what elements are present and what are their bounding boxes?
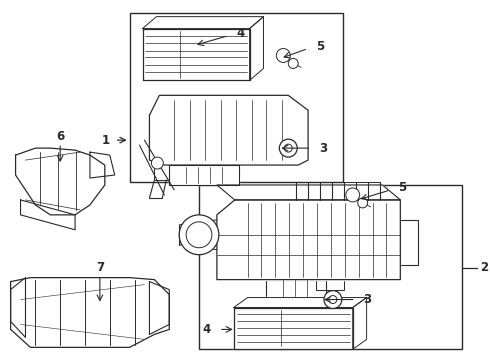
- Circle shape: [279, 139, 297, 157]
- Text: 3: 3: [364, 293, 372, 306]
- Polygon shape: [90, 152, 115, 178]
- Circle shape: [276, 49, 290, 62]
- Polygon shape: [234, 307, 353, 349]
- Polygon shape: [149, 282, 169, 334]
- Polygon shape: [16, 148, 105, 215]
- Polygon shape: [21, 200, 75, 230]
- Polygon shape: [234, 298, 367, 307]
- Text: 2: 2: [480, 261, 488, 274]
- Circle shape: [186, 222, 212, 248]
- Bar: [316, 275, 344, 289]
- Circle shape: [329, 296, 337, 303]
- Circle shape: [324, 291, 342, 309]
- Polygon shape: [217, 200, 400, 280]
- Polygon shape: [149, 95, 308, 165]
- Circle shape: [151, 157, 163, 169]
- Bar: [400, 220, 418, 265]
- Text: 5: 5: [398, 181, 407, 194]
- Text: 6: 6: [56, 130, 64, 143]
- Text: 3: 3: [319, 141, 327, 155]
- Bar: [169, 165, 234, 185]
- Text: 4: 4: [203, 323, 211, 336]
- Bar: [199, 185, 462, 349]
- Circle shape: [288, 58, 298, 68]
- Polygon shape: [217, 185, 400, 200]
- Circle shape: [358, 198, 368, 208]
- Bar: [267, 280, 326, 298]
- Polygon shape: [143, 28, 249, 80]
- Circle shape: [346, 188, 360, 202]
- Bar: [130, 13, 343, 182]
- Polygon shape: [11, 278, 169, 347]
- Polygon shape: [11, 278, 25, 337]
- Text: 1: 1: [101, 134, 110, 147]
- Circle shape: [284, 144, 292, 152]
- Polygon shape: [353, 298, 367, 349]
- Bar: [154, 160, 174, 180]
- Text: 5: 5: [316, 40, 324, 53]
- Text: 7: 7: [96, 261, 104, 274]
- Polygon shape: [249, 17, 264, 80]
- Polygon shape: [143, 17, 264, 28]
- Polygon shape: [169, 165, 239, 185]
- Text: 4: 4: [237, 27, 245, 40]
- Circle shape: [179, 215, 219, 255]
